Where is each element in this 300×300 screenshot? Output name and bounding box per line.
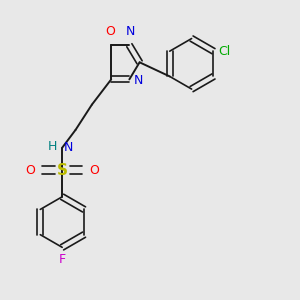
Text: S: S [57,163,68,178]
Text: O: O [105,25,115,38]
Text: H: H [47,140,57,153]
Text: N: N [64,141,73,154]
Text: N: N [134,74,143,87]
Text: F: F [58,253,66,266]
Text: O: O [26,164,35,176]
Text: O: O [89,164,99,176]
Text: Cl: Cl [218,45,230,58]
Text: N: N [126,25,136,38]
